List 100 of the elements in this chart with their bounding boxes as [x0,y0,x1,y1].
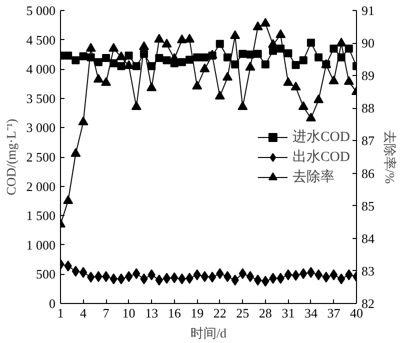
point [283,77,294,86]
point [238,101,248,110]
point [117,62,126,70]
point [200,271,209,282]
point [78,116,88,126]
point [344,44,353,53]
point [162,38,172,48]
legend-label: 进水COD [292,128,350,146]
point [230,30,240,39]
point [193,53,202,62]
point [138,41,149,50]
point [238,50,247,58]
point [344,76,354,85]
point [86,42,96,52]
y-tick-label: 3 500 [26,90,56,106]
x-tick-label: 4 [80,306,88,320]
point [162,56,171,64]
x-tick-label: 10 [122,306,136,320]
point [124,271,133,282]
legend-label: 去除率 [292,168,334,186]
y-tick-label: 5 000 [26,3,56,18]
x-tick-label: 19 [190,306,204,320]
point [102,54,110,62]
point [337,273,346,284]
x-tick-label: 22 [213,306,226,320]
y-tick-label: 500 [36,266,56,282]
point [64,52,72,60]
point [200,63,210,72]
point [116,51,126,60]
point [222,72,232,81]
x-tick-label: 7 [102,306,110,320]
point [214,90,225,100]
point [124,52,133,60]
point [245,62,256,71]
x-tick-label: 34 [304,306,318,320]
point [284,269,292,280]
point [330,269,338,280]
y-tick-label: 1 000 [26,237,56,252]
y2-tick-label: 91 [362,3,374,18]
point [314,94,324,104]
y2-tick-label: 84 [362,230,375,246]
point [223,53,232,62]
y-tick-label: 2 000 [26,178,56,194]
point [101,77,112,86]
point [260,18,270,27]
point [254,50,262,58]
point [276,29,286,38]
y2-tick-label: 87 [362,133,375,148]
point [162,272,171,284]
x-tick-label: 16 [168,306,182,320]
point [261,60,270,68]
y2-tick-label: 82 [362,296,374,311]
point [292,270,300,281]
point [328,75,339,84]
x-tick-label: 25 [236,306,250,320]
y2-tick-label: 85 [362,198,374,214]
point [216,40,224,48]
y-tick-label: 0 [49,296,56,311]
y2-tick-label: 83 [362,263,374,278]
x-tick-label: 13 [145,306,158,320]
x-tick-label: 1 [57,306,64,320]
y-tick-label: 4 500 [26,32,56,48]
point [146,82,157,92]
y-tick-label: 4 000 [26,62,56,77]
x-axis-title: 时间/d [190,326,228,340]
y-tick-label: 2 500 [26,150,56,164]
point [292,61,300,69]
y2-tick-label: 89 [362,68,374,84]
point [192,80,202,90]
point [132,62,140,70]
y-tick-label: 1 500 [26,208,56,224]
point [178,58,186,66]
y2-tick-label: 88 [362,100,374,116]
point [72,266,80,277]
point [79,266,88,278]
point [79,52,88,60]
point [330,44,338,53]
y2-tick-label: 86 [362,166,375,181]
point [176,34,187,44]
x-tick-label: 40 [350,306,363,320]
point [184,34,195,43]
point [63,195,74,204]
point [117,273,126,284]
legend-label: 出水COD [292,148,350,166]
point [124,60,134,69]
x-tick-label: 31 [282,306,295,320]
point [246,271,254,282]
point [108,42,119,52]
y-tick-label: 3 000 [26,120,56,136]
point [314,53,323,62]
point [70,148,81,157]
point [252,21,263,30]
point [208,272,216,283]
x-tick-label: 37 [327,306,341,320]
point [306,112,316,122]
y2-axis-title: 去除率/% [382,130,398,184]
point [290,82,301,90]
point [154,34,164,43]
point [299,56,308,64]
point [298,101,308,110]
